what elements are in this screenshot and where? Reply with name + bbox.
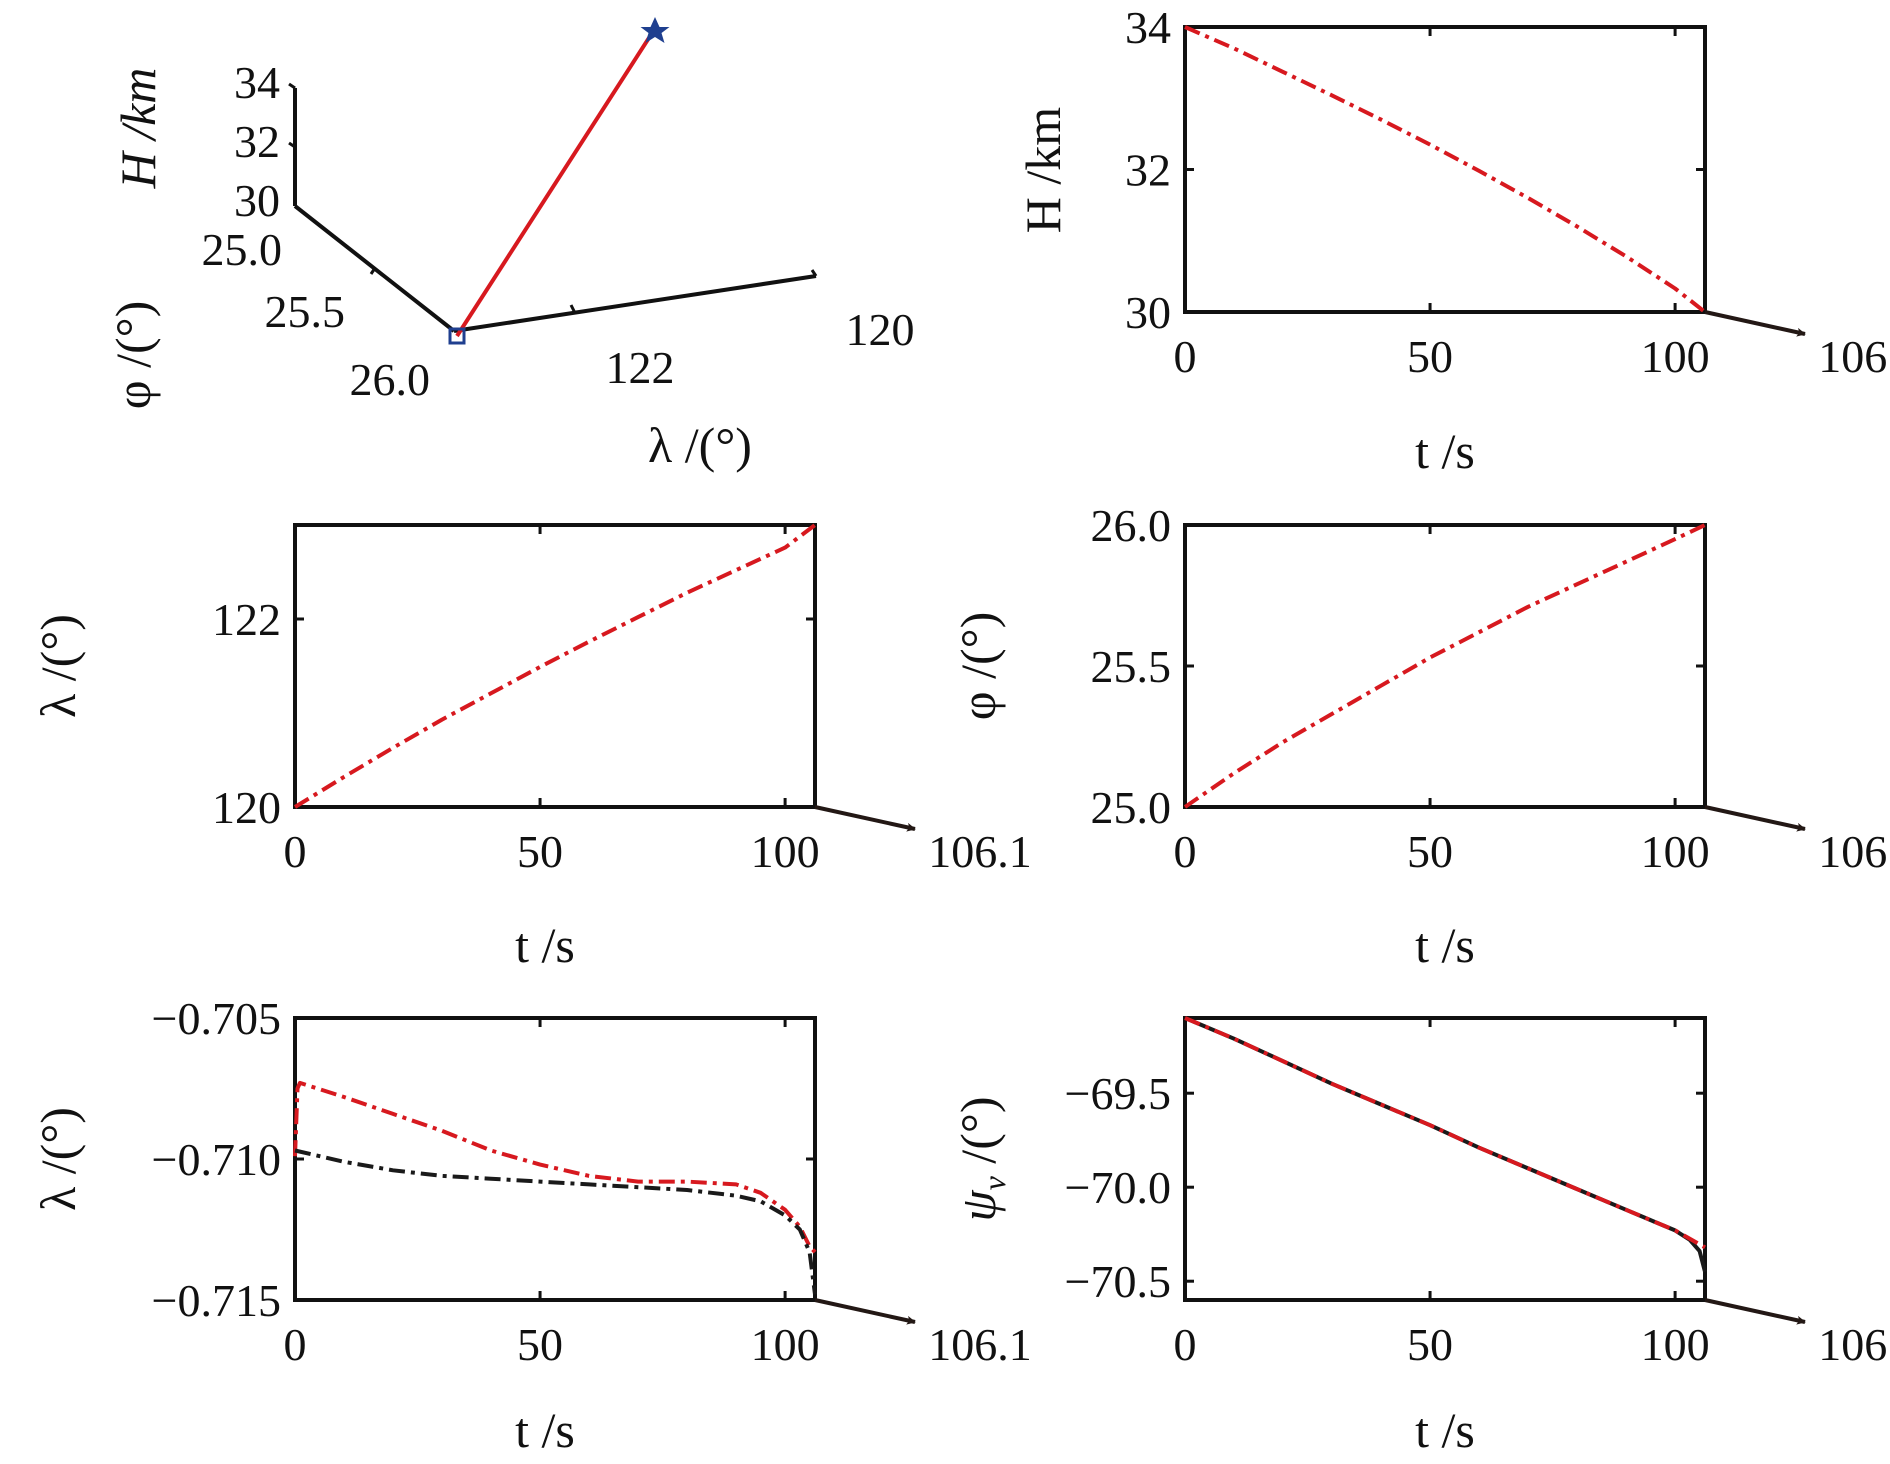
x-tick-label: 0 <box>284 826 307 877</box>
h-vs-t-panel: 0 50 100 30 32 34 106.1 t /s H /km <box>1015 2 1890 479</box>
x-tick-label: 50 <box>517 1319 563 1370</box>
lambda-tick <box>569 304 577 314</box>
h-tick-label: 32 <box>234 116 280 167</box>
end-time-label: 106.1 <box>928 826 1032 877</box>
x-tick-label: 100 <box>751 1319 820 1370</box>
end-time-arrow <box>1704 310 1806 337</box>
x-tick-label: 0 <box>1174 331 1197 382</box>
x-tick-label: 50 <box>517 826 563 877</box>
lambda-tick-label: 120 <box>846 304 915 355</box>
series-line-red <box>1184 1016 1706 1250</box>
x-axis-label: t /s <box>515 1402 575 1458</box>
y-tick-label: 122 <box>212 594 281 645</box>
end-time-label: 106.1 <box>928 1319 1032 1370</box>
end-time-arrow <box>1704 1298 1806 1325</box>
phi-axis-label: φ /(°) <box>105 301 161 410</box>
x-tick-label: 100 <box>1641 1319 1710 1370</box>
y-tick-label: 30 <box>1125 287 1171 338</box>
y-label-unit: /(°) <box>950 1097 1006 1177</box>
series-line-red <box>293 1080 817 1254</box>
y-axis-label: λ /(°) <box>30 614 86 718</box>
x-tick-label: 0 <box>284 1319 307 1370</box>
y-tick-label: −70.5 <box>1065 1256 1171 1307</box>
y-axis-label: H /km <box>1015 107 1071 234</box>
x-tick-label: 0 <box>1174 1319 1197 1370</box>
lambda-axis-label: λ /(°) <box>648 417 752 473</box>
lambda-tick <box>810 269 818 277</box>
x-axis-label: t /s <box>515 917 575 973</box>
end-time-label: 106.1 <box>1818 1319 1890 1370</box>
y-tick-label: 25.0 <box>1091 782 1172 833</box>
x-axis-label: t /s <box>1415 423 1475 479</box>
y-tick-label: −70.0 <box>1065 1162 1171 1213</box>
y-tick-label: −0.715 <box>152 1275 281 1326</box>
x-tick-label: 50 <box>1407 826 1453 877</box>
end-time-arrow <box>1704 805 1806 832</box>
x-tick-label: 100 <box>1641 331 1710 382</box>
phi-tick <box>369 267 377 275</box>
plot-frame <box>293 523 817 809</box>
y-tick-label: 26.0 <box>1091 500 1172 551</box>
lambda-tick-label: 122 <box>606 342 675 393</box>
end-time-label: 106.1 <box>1818 331 1890 382</box>
h-tick <box>288 82 296 90</box>
phi-tick-label: 25.0 <box>202 224 283 275</box>
lambda-axis <box>453 274 817 333</box>
psi-vs-t-panel: 0 50 100 −69.5 −70.0 −70.5 106.1 t /s ψv /(°) <box>950 1016 1890 1458</box>
series-line-H <box>1184 25 1707 314</box>
plot-frame <box>1183 523 1707 809</box>
plot-frame <box>1183 1016 1707 1302</box>
plot-frame <box>1183 25 1707 314</box>
x-axis-label: t /s <box>1415 917 1475 973</box>
lambda2-vs-t-panel: 0 50 100 −0.715 −0.710 −0.705 106.1 t /s λ /(°) <box>30 993 1032 1458</box>
end-time-arrow <box>814 1298 916 1325</box>
lambda-vs-t-panel: 0 50 100 120 122 106.1 t /s λ /(°) <box>30 523 1032 973</box>
x-tick-label: 0 <box>1174 826 1197 877</box>
y-tick-label: −69.5 <box>1065 1068 1171 1119</box>
y-tick-label: 120 <box>212 782 281 833</box>
phi-tick-label: 26.0 <box>350 354 431 405</box>
h-tick-label: 30 <box>234 175 280 226</box>
x-tick-label: 50 <box>1407 1319 1453 1370</box>
x-tick-label: 50 <box>1407 331 1453 382</box>
start-marker <box>640 17 670 43</box>
series-line-lambda <box>293 523 817 809</box>
y-label-symbol: ψ <box>950 1189 1006 1221</box>
series-line-black <box>1184 1016 1707 1273</box>
x-axis-label: t /s <box>1415 1402 1475 1458</box>
y-axis-label: ψv /(°) <box>950 1097 1012 1222</box>
y-tick-label: 25.5 <box>1091 641 1172 692</box>
y-tick-label: −0.705 <box>152 993 281 1044</box>
series-line-black <box>294 1148 817 1295</box>
trajectory-line <box>455 25 658 338</box>
x-tick-label: 100 <box>751 826 820 877</box>
end-time-arrow <box>814 805 916 832</box>
h-tick <box>288 141 296 149</box>
y-label-subscript: v <box>976 1175 1012 1190</box>
x-tick-label: 100 <box>1641 826 1710 877</box>
phi-vs-t-panel: 0 50 100 25.0 25.5 26.0 106.1 t /s φ /(°) <box>950 500 1890 973</box>
h-tick-label: 34 <box>234 57 280 108</box>
h-axis-label: H /km <box>110 68 166 190</box>
plot-frame <box>293 1016 817 1302</box>
y-tick-label: −0.710 <box>152 1134 281 1185</box>
y-axis-label: φ /(°) <box>950 612 1006 721</box>
y-tick-label: 34 <box>1125 2 1171 53</box>
phi-tick-label: 25.5 <box>265 286 346 337</box>
end-marker <box>448 327 466 345</box>
end-time-label: 106.1 <box>1818 826 1890 877</box>
y-tick-label: 32 <box>1125 145 1171 196</box>
trajectory3d-panel: 34 32 30 25.0 25.5 26.0 122 120 H /km φ … <box>105 17 915 473</box>
y-axis-label: λ /(°) <box>30 1107 86 1211</box>
series-line-phi <box>1183 523 1706 809</box>
